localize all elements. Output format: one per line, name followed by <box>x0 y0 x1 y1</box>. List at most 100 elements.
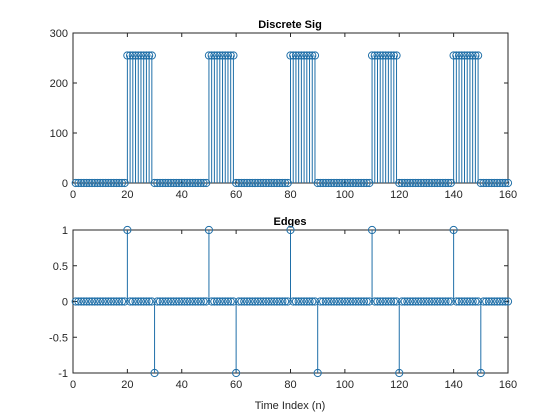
stem-marker <box>234 178 243 188</box>
stem-marker <box>294 297 303 306</box>
stem-marker <box>490 297 499 306</box>
stem-marker <box>188 297 197 306</box>
stem-marker <box>145 51 154 60</box>
stem-marker <box>142 297 151 306</box>
y-tick-label: 300 <box>50 28 68 40</box>
stem-marker <box>210 51 219 60</box>
stem-marker <box>267 178 276 188</box>
stem-marker <box>465 297 475 306</box>
stem-marker <box>338 178 347 188</box>
stem-marker <box>411 297 420 306</box>
stem-marker <box>365 297 374 306</box>
stem-marker <box>264 297 273 306</box>
stem-marker <box>359 297 369 306</box>
stem-marker <box>267 297 276 306</box>
stem-marker <box>400 297 409 306</box>
stem-marker <box>286 225 295 235</box>
x-tick-label: 80 <box>284 379 296 391</box>
stem-marker <box>433 178 442 188</box>
stem-marker <box>191 297 200 306</box>
stem-marker <box>367 225 377 235</box>
x-tick-label: 60 <box>230 379 242 391</box>
stem-marker <box>501 178 510 188</box>
stem-marker <box>128 297 137 306</box>
stem-marker <box>457 297 466 306</box>
stem-marker <box>226 51 235 60</box>
x-tick-label: 160 <box>499 379 517 391</box>
stem-marker <box>389 51 398 60</box>
stem-marker <box>299 297 309 306</box>
x-tick-label: 40 <box>176 379 188 391</box>
stem-marker <box>71 178 80 188</box>
stem-marker <box>324 297 333 306</box>
stem-marker <box>381 51 390 60</box>
x-tick-label: 0 <box>70 189 76 201</box>
stem-marker <box>359 178 369 188</box>
stem-marker <box>123 51 132 60</box>
stem-marker <box>183 178 192 188</box>
stem-marker <box>158 297 167 306</box>
stem-marker <box>204 51 214 60</box>
stem-marker <box>484 178 494 188</box>
stem-marker <box>367 51 377 60</box>
stem-marker <box>493 178 502 188</box>
stem-marker <box>406 178 415 188</box>
stem-marker <box>487 297 496 306</box>
stem-marker <box>245 297 254 306</box>
stem-marker <box>414 178 423 188</box>
x-tick-label: 100 <box>336 379 354 391</box>
stem-marker <box>503 297 513 306</box>
stem-marker <box>416 178 426 188</box>
stem-marker <box>242 178 252 188</box>
stem-marker <box>202 178 211 188</box>
bottom-x-axis-label: Time Index (n) <box>255 400 326 412</box>
x-tick-label: 100 <box>336 189 354 201</box>
stem-marker <box>397 297 407 306</box>
stem-marker <box>79 178 88 188</box>
stem-marker <box>378 297 388 306</box>
stem-marker <box>215 51 224 60</box>
stem-marker <box>335 297 344 306</box>
stem-marker <box>93 297 102 306</box>
stem-marker <box>221 297 230 306</box>
stem-marker <box>150 178 159 188</box>
stem-marker <box>357 297 366 306</box>
stem-marker <box>272 297 282 306</box>
stem-marker <box>291 51 301 60</box>
stem-marker <box>237 178 246 188</box>
stem-marker <box>123 225 132 235</box>
stem-marker <box>232 368 241 378</box>
stem-marker <box>234 297 243 306</box>
stem-marker <box>316 178 325 188</box>
stem-marker <box>416 297 426 306</box>
stem-marker <box>96 297 105 306</box>
stem-marker <box>104 178 113 188</box>
stem-marker <box>164 297 173 306</box>
stem-marker <box>77 297 86 306</box>
stem-marker <box>248 178 257 188</box>
stem-marker <box>321 297 330 306</box>
stem-marker <box>343 178 352 188</box>
stem-marker <box>185 297 195 306</box>
stem-marker <box>435 297 445 306</box>
stem-marker <box>400 178 409 188</box>
stem-marker <box>449 225 458 235</box>
stem-marker <box>174 178 184 188</box>
stem-marker <box>183 297 192 306</box>
stem-marker <box>161 178 170 188</box>
stem-marker <box>136 297 146 306</box>
y-tick-label: -1 <box>58 368 68 380</box>
stem-marker <box>74 178 83 188</box>
stem-marker <box>305 297 314 306</box>
stem-marker <box>438 178 447 188</box>
stem-marker <box>139 51 148 60</box>
stem-marker <box>473 51 483 60</box>
stem-marker <box>109 178 118 188</box>
stem-marker <box>237 297 246 306</box>
stem-marker <box>248 297 257 306</box>
stem-marker <box>457 51 466 60</box>
stem-marker <box>212 297 222 306</box>
x-tick-label: 80 <box>284 189 296 201</box>
stem-marker <box>332 297 341 306</box>
stem-marker <box>218 51 227 60</box>
